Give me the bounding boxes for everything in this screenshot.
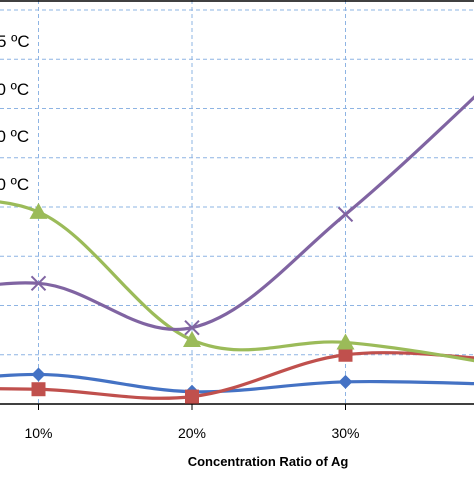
marker-diamond: [31, 367, 46, 382]
x-tick-label: 30%: [331, 425, 359, 441]
x-tick-label: 10%: [24, 425, 52, 441]
marker-x-stroke: [337, 206, 354, 223]
marker-square: [185, 389, 199, 404]
legend-entry-1: 5 ºC: [0, 32, 30, 51]
marker-diamond: [338, 374, 353, 389]
series-lines: [0, 95, 474, 400]
x-axis-title: Concentration Ratio of Ag: [188, 454, 349, 469]
legend: 5 ºC 00 ºC 00 ºC 00 ºC: [0, 32, 30, 194]
marker-triangle: [183, 330, 201, 347]
series-markers: [29, 202, 355, 404]
marker-square: [338, 347, 353, 362]
series-line-4: [0, 95, 474, 331]
legend-entry-2: 00 ºC: [0, 80, 29, 99]
legend-entry-4: 00 ºC: [0, 175, 29, 194]
x-tick-label: 20%: [178, 425, 206, 441]
axes: [0, 0, 474, 410]
x-tick-labels: 10% 20% 30%: [24, 425, 359, 441]
marker-x-stroke: [30, 275, 47, 292]
marker-square: [31, 382, 46, 397]
marker-triangle: [29, 202, 48, 219]
series-line-3: [0, 200, 474, 363]
series-line-1: [0, 372, 474, 394]
marker-x-stroke: [184, 319, 200, 336]
legend-entry-3: 00 ºC: [0, 127, 29, 146]
marker-triangle: [336, 333, 355, 350]
grid: [0, 0, 474, 404]
